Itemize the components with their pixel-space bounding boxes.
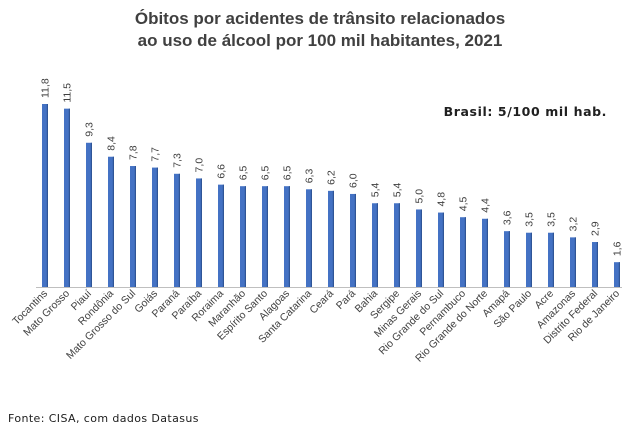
bar-shade-19 [464,217,466,287]
value-label-9: 6,5 [238,165,250,180]
bar-shade-24 [574,237,576,287]
bar-13 [328,190,334,287]
bar-6 [174,173,180,287]
bar-shade-2 [90,142,92,287]
bar-19 [460,217,466,287]
bar-shade-8 [222,184,224,287]
bar-shade-5 [156,167,158,287]
bar-17 [416,209,422,287]
bar-7 [196,178,202,287]
value-label-14: 6,0 [348,173,360,188]
value-label-22: 3,5 [524,212,536,227]
bar-shade-7 [200,178,202,287]
bar-4 [130,166,136,287]
value-label-19: 4,5 [458,196,470,211]
value-label-8: 6,6 [216,164,228,179]
bar-18 [438,212,444,287]
bar-2 [86,142,92,287]
bar-shade-26 [618,262,620,287]
value-label-12: 6,3 [304,169,316,184]
bar-shade-1 [68,108,70,287]
value-label-26: 1,6 [612,241,624,256]
chart-title: Óbitos por acidentes de trânsito relacio… [0,8,640,52]
value-label-7: 7,0 [194,158,206,173]
value-label-23: 3,5 [546,212,558,227]
bar-shade-15 [376,203,378,287]
bar-shade-0 [46,104,48,287]
bar-9 [240,186,246,287]
bar-shade-12 [310,189,312,287]
bar-shade-22 [530,232,532,287]
value-label-4: 7,8 [128,145,140,160]
value-label-18: 4,8 [436,192,448,207]
bar-22 [526,232,532,287]
value-label-10: 6,5 [260,165,272,180]
bar-5 [152,167,158,287]
bar-15 [372,203,378,287]
source-note: Fonte: CISA, com dados Datasus [8,412,199,425]
value-label-21: 3,6 [502,210,514,225]
bar-24 [570,237,576,287]
bar-shade-4 [134,166,136,287]
bar-20 [482,218,488,287]
value-label-5: 7,7 [150,147,162,162]
bar-12 [306,189,312,287]
bar-shade-9 [244,186,246,287]
bar-shade-21 [508,231,510,287]
value-label-1: 11,5 [62,83,74,103]
bar-23 [548,232,554,287]
bar-25 [592,242,598,287]
bar-shade-20 [486,218,488,287]
bar-shade-11 [288,186,290,287]
bar-shade-25 [596,242,598,287]
value-label-15: 5,4 [370,182,382,197]
category-label-13: Ceará [307,288,336,317]
value-label-6: 7,3 [172,153,184,168]
bar-10 [262,186,268,287]
bar-shade-16 [398,203,400,287]
bar-11 [284,186,290,287]
bar-shade-6 [178,173,180,287]
chart-title-line-1: Óbitos por acidentes de trânsito relacio… [134,9,506,28]
value-label-0: 11,8 [40,78,52,98]
value-label-3: 8,4 [106,136,118,151]
bar-shade-10 [266,186,268,287]
chart-title-line-2: ao uso de álcool por 100 mil habitantes,… [137,31,503,50]
value-label-11: 6,5 [282,165,294,180]
value-label-2: 9,3 [84,122,96,137]
bar-shade-13 [332,190,334,287]
brasil-average-note: Brasil: 5/100 mil hab. [443,104,607,119]
bar-3 [108,156,114,287]
bar-21 [504,231,510,287]
bar-shade-18 [442,212,444,287]
value-label-25: 2,9 [590,221,602,236]
bar-16 [394,203,400,287]
bar-0 [42,104,48,287]
bar-shade-14 [354,193,356,287]
value-label-17: 5,0 [414,189,426,204]
value-label-24: 3,2 [568,217,580,232]
bar-shade-3 [112,156,114,287]
bar-shade-23 [552,232,554,287]
bar-26 [614,262,620,287]
bar-8 [218,184,224,287]
value-label-13: 6,2 [326,170,338,185]
value-label-20: 4,4 [480,198,492,213]
bar-14 [350,193,356,287]
bar-1 [64,108,70,287]
value-label-16: 5,4 [392,182,404,197]
bar-shade-17 [420,209,422,287]
